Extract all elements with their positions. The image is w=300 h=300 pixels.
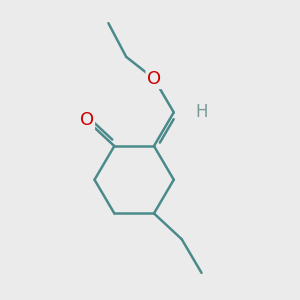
Text: O: O bbox=[147, 70, 161, 88]
Text: O: O bbox=[80, 111, 94, 129]
Text: H: H bbox=[195, 103, 208, 122]
